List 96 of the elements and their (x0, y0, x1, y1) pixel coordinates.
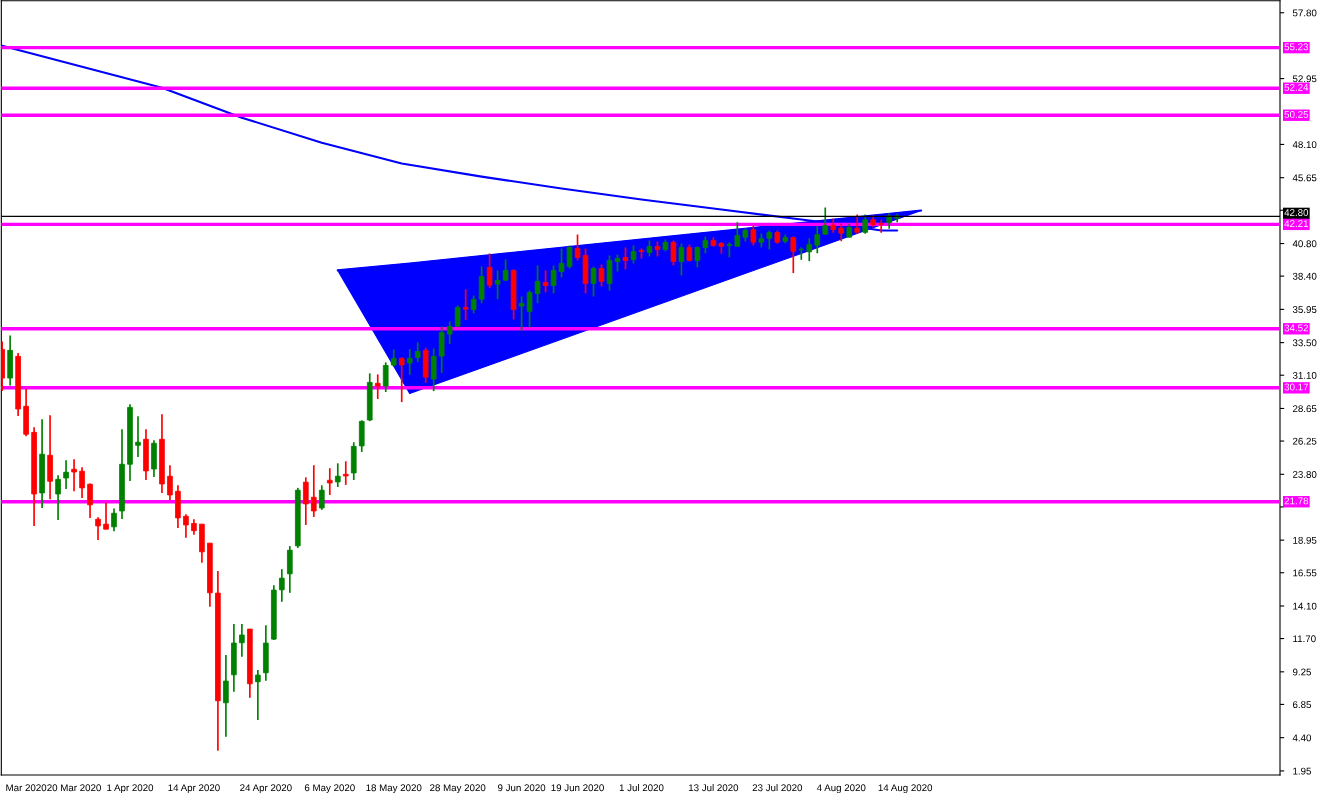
candlestick (334, 462, 341, 488)
y-tick-label: 23.80 (1292, 471, 1317, 478)
ref-line-label: 21.78 (1284, 497, 1309, 505)
candlestick (430, 347, 437, 392)
candlestick (854, 213, 861, 235)
y-tick-label: 6.85 (1292, 701, 1312, 709)
candlestick (167, 464, 173, 502)
x-tick-label: 4 Aug 2020 (816, 784, 866, 794)
candlestick (790, 235, 797, 274)
candlestick (103, 501, 109, 530)
y-tick-label: 28.65 (1292, 405, 1317, 413)
x-tick-label: 1 Jul 2020 (619, 784, 664, 792)
candlestick (223, 654, 229, 738)
candlestick (462, 288, 469, 321)
y-tick-label: 35.95 (1292, 306, 1317, 313)
candlestick (406, 348, 413, 376)
candlestick (239, 623, 245, 658)
x-tick-label: 24 Apr 2020 (240, 784, 292, 794)
candlestick (734, 221, 741, 248)
y-tick-label: 38.40 (1292, 272, 1317, 280)
ref-line-label: 50.25 (1284, 110, 1309, 118)
y-tick-label: 26.25 (1292, 437, 1317, 445)
candlestick (87, 482, 93, 519)
candlestick (814, 225, 821, 255)
candlestick (446, 320, 453, 345)
candlestick (79, 466, 85, 499)
y-tick-label: 4.40 (1292, 734, 1312, 742)
candlestick (542, 269, 549, 294)
x-tick-label: 1 Apr 2020 (107, 784, 154, 794)
x-tick-label: 9 Jun 2020 (497, 784, 546, 792)
x-tick-label: 13 Jul 2020 (688, 784, 739, 792)
ref-line-label: 34.52 (1284, 324, 1309, 332)
candlestick (494, 269, 501, 301)
candlestick (822, 206, 829, 236)
x-tick-label: 20 Mar 2020 (47, 784, 101, 792)
candlestick (622, 246, 629, 271)
y-tick-label: 40.80 (1292, 240, 1317, 248)
candlestick (342, 460, 349, 486)
candlestick (382, 361, 389, 393)
candlestick (255, 669, 261, 721)
x-tick-label: 28 May 2020 (430, 784, 486, 794)
candlestick (63, 459, 69, 490)
ref-line-label: 30.17 (1284, 383, 1309, 391)
candlestick (806, 237, 813, 263)
y-tick-label: 1.95 (1293, 767, 1312, 775)
candlestick (183, 513, 189, 539)
candlestick (486, 252, 493, 290)
x-tick-label: 18 May 2020 (366, 784, 422, 794)
candlestick (678, 242, 685, 277)
candlestick (414, 341, 421, 363)
x-tick-label: 23 Jul 2020 (752, 784, 803, 792)
y-tick-label: 11.70 (1293, 635, 1316, 643)
candlestick (878, 218, 885, 234)
y-tick-label: 16.55 (1293, 569, 1317, 577)
candlestick (398, 356, 405, 403)
candlestick (326, 467, 333, 496)
y-tick-label: 45.65 (1292, 174, 1317, 182)
ref-line-label: 52.24 (1284, 83, 1309, 91)
y-tick-label: 57.80 (1292, 9, 1317, 17)
candlestick (95, 516, 101, 541)
candlestick (310, 464, 317, 518)
x-tick-label: 6 May 2020 (304, 784, 355, 794)
candlestick (670, 239, 677, 267)
candlestick (111, 507, 117, 533)
x-tick-label: 14 Apr 2020 (168, 784, 220, 794)
y-tick-label: 9.25 (1292, 668, 1312, 676)
candlestick (750, 224, 757, 247)
candlestick (534, 264, 541, 304)
y-tick-label: 31.10 (1292, 371, 1317, 379)
candlestick (766, 229, 773, 251)
y-tick-label: 52.95 (1292, 75, 1317, 83)
candlestick (438, 325, 445, 374)
x-tick-label: 19 Jun 2020 (551, 784, 604, 792)
candlestick (279, 568, 285, 603)
candlestick (862, 213, 869, 235)
y-tick-label: 18.95 (1293, 536, 1317, 544)
candlestick (590, 265, 597, 298)
y-tick-label: 14.10 (1293, 602, 1317, 610)
y-tick-label: 48.10 (1292, 141, 1317, 149)
ref-line-label: 55.23 (1284, 43, 1309, 51)
candlestick (526, 289, 533, 329)
y-tick-label: 33.50 (1292, 339, 1317, 347)
x-tick-label: 14 Aug 2020 (878, 784, 933, 794)
x-tick-label: Mar 2020 (6, 784, 47, 792)
candlestick (55, 474, 61, 521)
candlestick (598, 263, 605, 288)
candlestick (135, 415, 141, 458)
ref-line-label: 42.21 (1284, 220, 1309, 227)
candlestick (518, 295, 525, 332)
candlestick (71, 458, 77, 493)
ref-line-label: 42.80 (1284, 209, 1309, 216)
candlestick (287, 545, 293, 594)
candlestick (318, 484, 325, 511)
candlestick (302, 476, 309, 526)
candlestick (374, 373, 381, 400)
candlestick (478, 265, 485, 304)
